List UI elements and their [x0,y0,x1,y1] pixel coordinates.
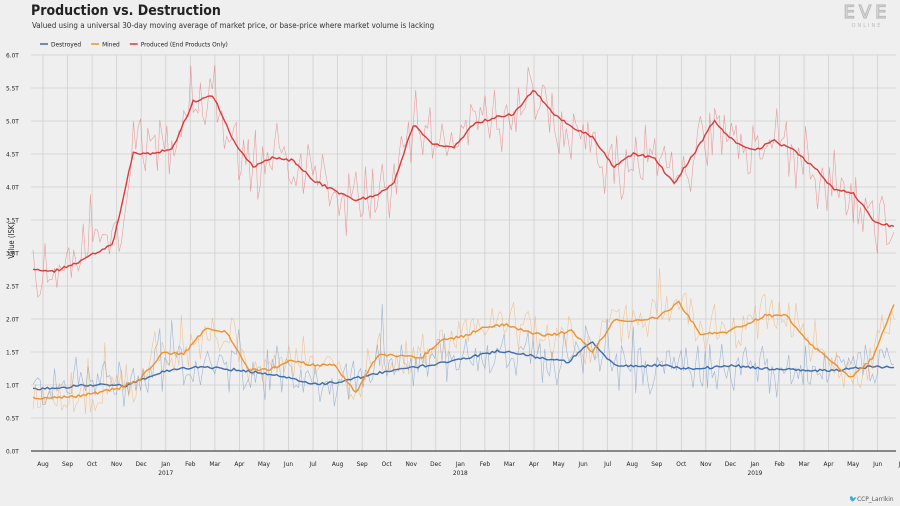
x-tick-label: Dec [430,460,441,468]
x-tick-label: Sep [62,460,73,468]
chart-subtitle: Valued using a universal 30-day moving a… [32,21,435,30]
legend-label: Produced (End Products Only) [141,40,228,48]
series-raw-mined [32,268,895,415]
x-tick-label: Oct [676,460,687,468]
x-tick-year: 2018 [453,469,468,477]
legend-label: Mined [102,40,120,48]
x-tick-label: Jul [898,460,900,468]
legend-label: Destroyed [51,40,81,48]
x-tick-label: Aug [626,460,638,468]
y-tick-label: 1.0T [6,382,19,390]
x-tick-label: Aug [332,460,344,468]
x-tick-label: May [258,460,271,468]
series-raw-produced [32,65,895,298]
y-tick-label: 4.5T [6,151,19,159]
x-tick-label: May [847,460,860,468]
x-tick-year: 2017 [158,469,173,477]
x-tick-label: Nov [406,460,418,468]
x-tick-label: Sep [357,460,368,468]
x-tick-label: Feb [774,460,785,468]
x-tick-label: Dec [725,460,736,468]
x-tick-label: Mar [799,460,811,468]
x-tick-label: Feb [480,460,491,468]
x-tick-label: May [553,460,566,468]
y-tick-label: 5.0T [6,118,19,126]
x-tick-label: Sep [651,460,662,468]
x-tick-label: Apr [529,460,540,468]
x-tick-label: Apr [824,460,835,468]
x-tick-label: Feb [185,460,196,468]
x-tick-label: Nov [700,460,712,468]
x-tick-label: Oct [382,460,393,468]
y-tick-label: 0.0T [6,448,19,456]
logo-subtext: ONLINE [852,23,883,29]
y-tick-label: 2.0T [6,316,19,324]
x-tick-label: Mar [209,460,221,468]
x-tick-label: Aug [37,460,49,468]
x-tick-year: 2019 [748,469,763,477]
x-tick-label: Oct [87,460,98,468]
x-tick-label: Jul [603,460,611,468]
x-tick-label: Jul [309,460,317,468]
x-tick-label: Jan [455,460,465,468]
grid [31,54,896,452]
series-line-destroyed [32,341,895,391]
legend: Destroyed Mined Produced (End Products Onl… [40,40,228,48]
y-tick-label: 3.0T [6,250,19,258]
x-tick-label: Dec [136,460,147,468]
y-tick-label: 6.0T [6,52,19,60]
eve-online-logo: EVE ONLINE [843,1,890,29]
y-axis-ticks: 0.0T 0.5T 1.0T 1.5T 2.0T 2.5T 3.0T 3.5T 4.0T 4.5T… [6,52,19,456]
chart-title: Production vs. Destruction [31,3,221,19]
series-line-mined [32,300,895,400]
y-tick-label: 0.5T [6,415,19,423]
x-tick-label: Nov [111,460,123,468]
y-tick-label: 5.5T [6,85,19,93]
series-group [32,65,895,415]
x-tick-label: Apr [234,460,245,468]
y-tick-label: 1.5T [6,349,19,357]
y-tick-label: 2.5T [6,283,19,291]
x-tick-label: Jan [160,460,170,468]
x-tick-label: Jun [283,460,293,468]
x-tick-label: Mar [504,460,516,468]
x-tick-label: Jun [578,460,588,468]
logo-text: EVE [843,2,890,23]
series-raw-destroyed [32,303,895,407]
y-tick-label: 3.5T [6,217,19,225]
series-line-produced [32,89,895,274]
y-tick-label: 4.0T [6,184,19,192]
credit-text: 🐦CCP_Larrikin [849,495,894,503]
x-tick-label: Jan [749,460,759,468]
x-tick-label: Jun [872,460,882,468]
